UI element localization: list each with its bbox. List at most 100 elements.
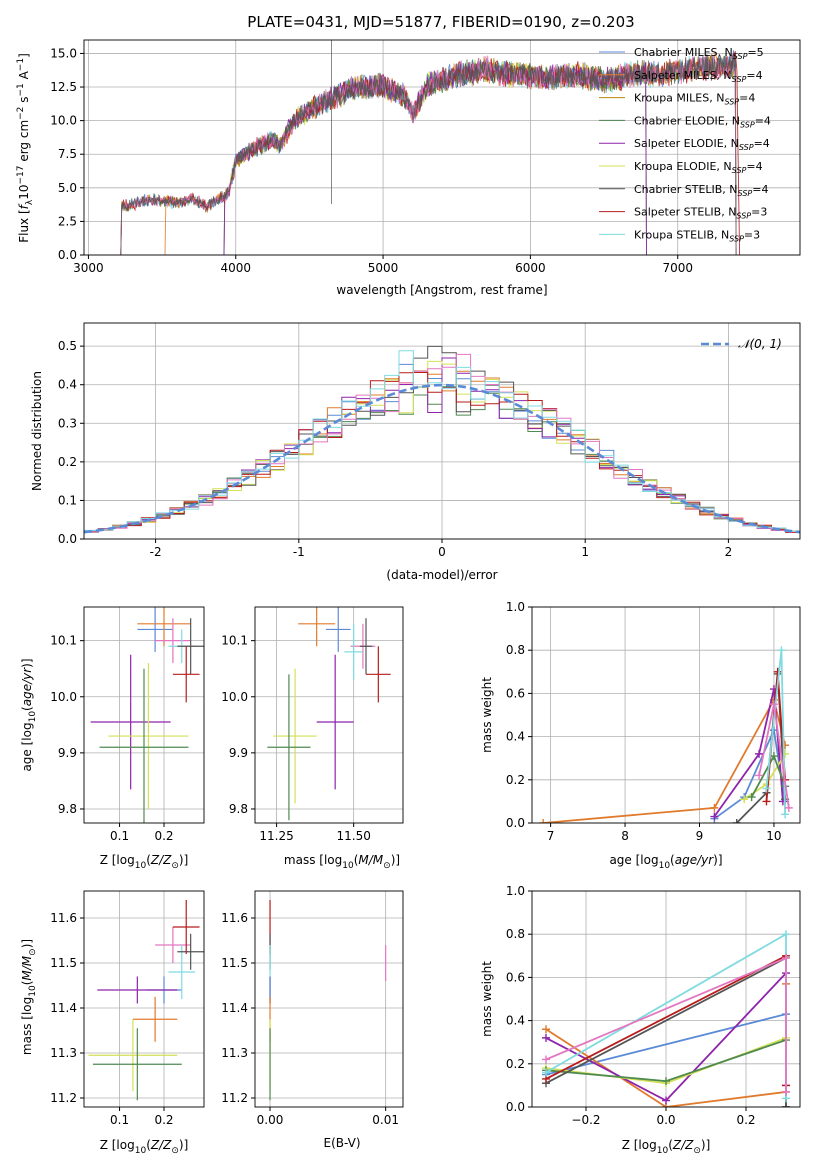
- hist-legend-label: 𝒩(0, 1): [738, 337, 782, 351]
- hist-ytick-label: 0.3: [58, 416, 77, 430]
- weight-vs-age-plot-area: [539, 646, 793, 823]
- mass-vs-ebv-ytick-label: 11.6: [221, 911, 248, 925]
- weight-vs-z-frame: [531, 890, 801, 1108]
- mass-z-xlabel: Z [log10(Z/Z⊙)]: [100, 1138, 189, 1156]
- age-vs-z-ytick-label: 9.8: [58, 802, 77, 816]
- hist-plot-area: [84, 345, 800, 539]
- hist-ytick-label: 0.1: [58, 493, 77, 507]
- weight-vs-age-point-marker: [769, 700, 778, 709]
- weight-vs-z-ytick-label: 0.0: [506, 1100, 525, 1114]
- weight-vs-z-ytick-label: 0.2: [506, 1057, 525, 1071]
- weight-vs-age-point-marker: [539, 819, 548, 823]
- mass-vs-ebv-ytick-label: 11.5: [221, 956, 248, 970]
- age-vs-mass-ytick-label: 10.1: [221, 634, 248, 648]
- weight-vs-age-ytick-label: 0.6: [506, 686, 525, 700]
- hist-ytick-label: 0.0: [58, 532, 77, 546]
- hist-xtick-label: 2: [725, 545, 733, 559]
- mass-vs-ebv-ytick-label: 11.4: [221, 1001, 248, 1015]
- mass-vs-ebv-xtick-label: 0.00: [257, 1113, 284, 1127]
- spectrum-series-line: [223, 58, 647, 255]
- mass-vs-ebv-axes: 0.00 0.01 11.2 11.3 11.4 11.5 11.6: [221, 891, 403, 1127]
- weight-vs-age-ytick-label: 1.0: [506, 600, 525, 614]
- age-vs-mass-frame: [254, 606, 404, 824]
- age-vs-mass-ytick-label: 10.0: [221, 690, 248, 704]
- age-ylabel: age [log10(age/yr)]: [20, 658, 38, 771]
- mass-vs-ebv-xtick-label: 0.01: [372, 1113, 399, 1127]
- weight-vs-age-point-marker: [710, 812, 719, 821]
- weight-vs-age-ytick-label: 0.2: [506, 773, 525, 787]
- mass-vs-ebv-ytick-label: 11.2: [221, 1091, 248, 1105]
- weight-vs-z-point-marker: [542, 1033, 550, 1042]
- weight-vs-age-xtick-label: 9: [696, 829, 704, 843]
- weight-vs-age-axes: 7 8 9 10 0.0 0.2 0.4 0.6 0.8 1.0: [506, 600, 800, 843]
- weight-vs-age-xtick-label: 10: [766, 829, 781, 843]
- age-vs-mass-xtick-label: 11.25: [259, 829, 293, 843]
- legend-label: Salpeter MILES, NSSP=4: [634, 69, 763, 84]
- spectrum-ytick-label: 2.5: [58, 214, 77, 228]
- weight-vs-z-ytick-label: 0.8: [506, 927, 525, 941]
- weight-vs-age-ytick-label: 0.0: [506, 816, 525, 830]
- weight-vs-age-xtick-label: 8: [621, 829, 629, 843]
- weight-vs-age-ytick-label: 0.8: [506, 643, 525, 657]
- weight-vs-age-point-marker: [710, 803, 719, 812]
- spectrum-xtick-label: 5000: [368, 261, 399, 275]
- mass-vs-ebv-ytick-label: 11.3: [221, 1046, 248, 1060]
- spectrum-ylabel: Flux [fλ10−17 erg cm−2 s−1 A−1]: [16, 53, 35, 243]
- age-vs-mass-ytick-label: 9.8: [229, 802, 248, 816]
- age-vs-z-xtick-label: 0.2: [154, 829, 173, 843]
- age-vs-mass-xtick-label: 11.50: [336, 829, 370, 843]
- weight-vs-z-point-marker: [782, 930, 790, 939]
- weight-vs-age-point-marker: [777, 646, 786, 655]
- age-vs-z-axes: 0.1 0.2 9.8 9.9 10.0 10.1: [50, 607, 204, 843]
- hist-frame: [83, 322, 801, 540]
- legend-label: Salpeter STELIB, NSSP=3: [634, 206, 767, 221]
- weight-vs-z-ytick-label: 0.4: [506, 1014, 525, 1028]
- weight-vs-z-xtick-label: 0.0: [656, 1113, 675, 1127]
- weight-vs-age-point-marker: [762, 797, 771, 806]
- weight-vs-age-point-marker: [762, 784, 771, 793]
- spectrum-ytick-label: 12.5: [50, 80, 77, 94]
- legend-label: Chabrier MILES, NSSP=5: [634, 46, 764, 61]
- hist-ytick-label: 0.4: [58, 378, 77, 392]
- age-vs-mass-ytick-label: 9.9: [229, 746, 248, 760]
- weight-age-xlabel: age [log10(age/yr)]: [609, 853, 722, 871]
- weight-vs-age-xtick-label: 7: [547, 829, 555, 843]
- weight-vs-z-point-marker: [662, 1077, 670, 1086]
- weight-vs-age-ytick-label: 0.4: [506, 730, 525, 744]
- weight-vs-age-series-line: [713, 688, 784, 818]
- weight-z-xlabel: Z [log10(Z/Z⊙)]: [622, 1138, 711, 1156]
- legend-label: Salpeter ELODIE, NSSP=4: [634, 137, 770, 152]
- weight-vs-age-point-marker: [755, 771, 764, 780]
- spectrum-xlabel: wavelength [Angstrom, rest frame]: [336, 283, 547, 297]
- spectrum-ytick-label: 15.0: [50, 46, 77, 60]
- hist-ytick-label: 0.2: [58, 455, 77, 469]
- legend-label: Chabrier STELIB, NSSP=4: [634, 183, 768, 198]
- mass-vs-z-frame: [83, 890, 205, 1108]
- hist-xtick-label: -2: [150, 545, 162, 559]
- age-vs-mass-axes: 11.25 11.50 9.8 9.9 10.0 10.1: [221, 607, 403, 843]
- weight-vs-z-point-marker: [782, 1103, 790, 1107]
- weight-vs-age-point-marker: [781, 810, 790, 819]
- mass-vs-z-ytick-label: 11.3: [50, 1046, 77, 1060]
- mass-vs-z-axes: 0.1 0.2 11.2 11.3 11.4 11.5 11.6: [50, 891, 204, 1127]
- age-vs-z-ytick-label: 10.1: [50, 634, 77, 648]
- hist-axes: -2 -1 0 1 2 0.0 0.1 0.2 0.3 0.4 0.5: [58, 323, 800, 559]
- legend-label: Kroupa MILES, NSSP=4: [634, 92, 755, 107]
- spectrum-ytick-label: 7.5: [58, 147, 77, 161]
- mass-vs-z-ytick-label: 11.4: [50, 1001, 77, 1015]
- weight-vs-z-point-marker: [542, 1025, 550, 1034]
- mass-vs-z-ytick-label: 11.5: [50, 956, 77, 970]
- weight-vs-age-point-marker: [747, 793, 756, 802]
- weight-vs-z-point-marker: [662, 1096, 670, 1105]
- hist-ytick-label: 0.5: [58, 339, 77, 353]
- weight-z-ylabel: mass weight: [480, 961, 494, 1037]
- gaussian-curve: [84, 383, 800, 534]
- weight-vs-z-point-marker: [542, 1068, 550, 1077]
- age-vs-z-frame: [83, 606, 205, 824]
- mass-vs-ebv-plot-area: [269, 900, 387, 1101]
- mass-ylabel: mass [log10(M/M⊙)]: [20, 939, 38, 1055]
- mass-vs-z-xtick-label: 0.1: [110, 1113, 129, 1127]
- age-mass-xlabel: mass [log10(M/M⊙)]: [284, 853, 400, 871]
- weight-vs-age-series-line: [543, 697, 786, 823]
